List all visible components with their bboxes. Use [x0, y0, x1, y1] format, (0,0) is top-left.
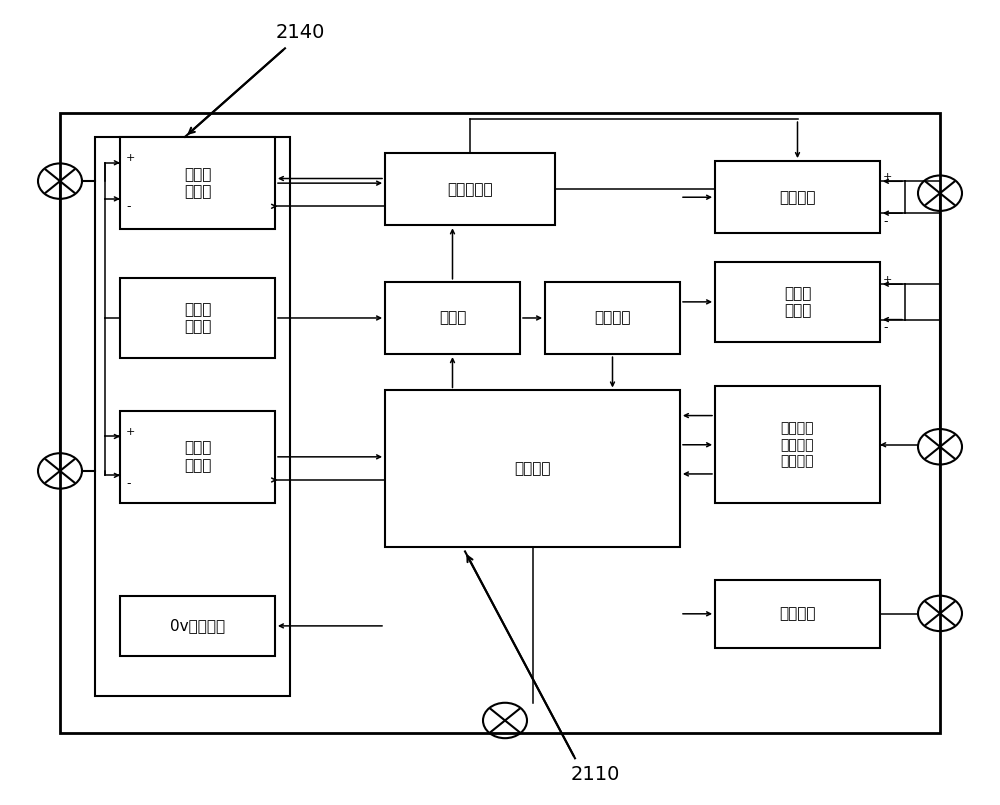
Bar: [385, 390, 680, 547]
Text: -: -: [883, 321, 888, 334]
Bar: [715, 161, 880, 233]
Text: 延时模块: 延时模块: [594, 311, 631, 325]
Text: 过温保护: 过温保护: [779, 606, 816, 621]
Text: 过充电
压保护: 过充电 压保护: [184, 440, 211, 473]
Bar: [120, 411, 275, 503]
Bar: [95, 137, 290, 696]
Text: 振荡器: 振荡器: [439, 311, 466, 325]
Text: 放电过
流保护: 放电过 流保护: [784, 286, 811, 318]
Bar: [60, 113, 940, 733]
Bar: [385, 153, 555, 225]
Bar: [715, 262, 880, 342]
Text: 电池电
压采样: 电池电 压采样: [184, 302, 211, 334]
Text: 短路保护: 短路保护: [779, 190, 816, 204]
Bar: [120, 596, 275, 656]
Bar: [120, 278, 275, 358]
Text: +: +: [126, 427, 135, 436]
Text: 充电器检
测及充电
过流保护: 充电器检 测及充电 过流保护: [781, 422, 814, 468]
Text: 2110: 2110: [570, 765, 620, 784]
Text: -: -: [883, 215, 888, 228]
Text: 逻辑控制: 逻辑控制: [514, 461, 551, 477]
Bar: [385, 282, 520, 354]
Bar: [120, 137, 275, 229]
Text: +: +: [883, 275, 892, 285]
Text: 0v禁止充电: 0v禁止充电: [170, 618, 225, 634]
Text: -: -: [126, 477, 130, 490]
Text: 过放电
压保护: 过放电 压保护: [184, 167, 211, 200]
Text: +: +: [126, 153, 135, 163]
Text: -: -: [126, 200, 130, 213]
Bar: [545, 282, 680, 354]
Text: +: +: [883, 172, 892, 182]
Bar: [715, 386, 880, 503]
Text: 带隙基准源: 带隙基准源: [447, 182, 493, 196]
Text: 2140: 2140: [275, 23, 325, 42]
Bar: [715, 580, 880, 648]
